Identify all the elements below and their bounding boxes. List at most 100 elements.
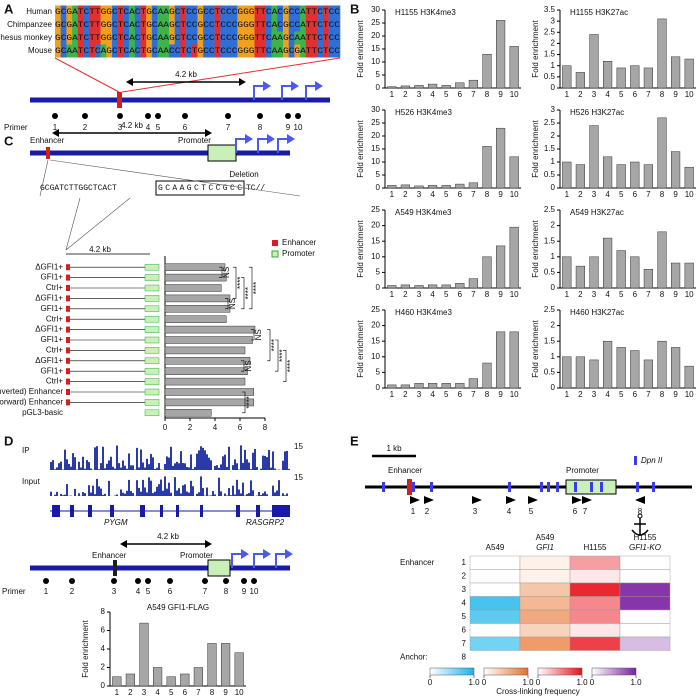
chart-title: A549 H3K4me3 — [395, 208, 452, 217]
base-cell — [163, 18, 170, 32]
base-cell — [146, 31, 153, 45]
base-cell — [220, 31, 227, 45]
signal — [288, 468, 290, 470]
bar — [427, 83, 438, 89]
promoter-box — [207, 559, 231, 577]
exon — [176, 505, 179, 517]
distance-label: 4.2 kb — [89, 245, 111, 254]
primer-dot — [225, 113, 231, 119]
heat-cell — [469, 569, 521, 584]
tss-arrow — [281, 85, 292, 100]
species-label: Human — [26, 7, 52, 16]
promoter-box — [144, 326, 160, 333]
colorbar — [429, 667, 475, 676]
base-cell — [300, 31, 307, 45]
signal — [78, 461, 80, 470]
x-tick-label: 8 — [485, 190, 490, 199]
base-cell — [265, 18, 272, 32]
y-tick-label: 0.5 — [544, 170, 556, 179]
bar — [616, 250, 626, 289]
enhancer-box — [66, 285, 70, 291]
base-cell — [305, 5, 312, 19]
signal — [220, 491, 222, 496]
column-label: H1155 — [634, 533, 658, 542]
y-tick-label: 20 — [371, 221, 380, 230]
primer-dot — [251, 578, 257, 584]
y-tick-label: 0.5 — [544, 268, 556, 277]
x-tick-label: 7 — [196, 688, 201, 697]
base-cell — [317, 18, 324, 32]
signal — [110, 456, 112, 470]
base-cell — [72, 18, 79, 32]
base-cell — [288, 31, 295, 45]
bar — [468, 79, 479, 89]
signal — [262, 455, 264, 470]
base-cell — [72, 31, 79, 45]
signal — [128, 453, 130, 470]
bar — [562, 256, 572, 289]
sequence: TC// — [246, 184, 265, 193]
gene-label: PYGM — [104, 518, 128, 527]
y-tick-label: 4 — [101, 644, 106, 653]
y-tick-label: 15 — [371, 44, 380, 53]
signal — [90, 492, 92, 496]
signal — [164, 476, 166, 496]
primer-label: 3 — [112, 587, 117, 596]
bar — [164, 357, 251, 365]
signal — [186, 491, 188, 496]
base-cell — [288, 44, 295, 58]
heat-cell — [569, 555, 621, 570]
x-tick-label: 10 — [510, 290, 519, 299]
tss-head — [267, 134, 275, 144]
site-swatch — [634, 456, 637, 465]
promoter-box — [144, 388, 160, 396]
chart-title: H1155 H3K27ac — [570, 8, 628, 17]
base-cell — [311, 44, 318, 58]
bar — [589, 34, 599, 89]
bar — [387, 185, 397, 189]
signal — [202, 447, 204, 470]
base-cell — [334, 31, 341, 45]
heat-cell — [469, 596, 521, 611]
x-tick-label: 10 — [510, 90, 519, 99]
signal — [234, 459, 236, 470]
row-group-label: Enhancer — [400, 558, 435, 567]
base-cell — [55, 44, 61, 58]
y-tick-label: 2.5 — [544, 118, 556, 127]
signal — [84, 493, 86, 496]
base-cell — [311, 18, 318, 32]
colorbar-tick-label: 1.0 — [630, 678, 642, 687]
track-label: Input — [22, 477, 41, 486]
tss-arrow — [253, 85, 264, 100]
y-tick-label: 30 — [371, 105, 380, 114]
signal — [136, 480, 138, 496]
base-cell — [334, 44, 341, 58]
enhancer-box — [66, 389, 70, 395]
x-tick-label: 1 — [565, 390, 570, 399]
signal — [142, 462, 144, 470]
y-tick-label: 15 — [371, 336, 380, 345]
bar — [589, 125, 599, 189]
bar — [643, 67, 654, 89]
x-tick-label: 5 — [444, 390, 449, 399]
y-tick-label: 6 — [101, 626, 106, 635]
signal — [242, 462, 244, 470]
y-tick-label: 10 — [371, 57, 380, 66]
primer-label: 3 — [473, 507, 478, 516]
x-tick-label: 6 — [238, 423, 243, 432]
signal — [108, 480, 110, 496]
signal — [184, 463, 186, 470]
base-cell — [265, 5, 272, 19]
row-label: 4 — [462, 598, 467, 607]
signal — [198, 492, 200, 496]
signal — [156, 486, 158, 496]
bar — [427, 185, 438, 189]
bar — [509, 226, 519, 289]
signal — [204, 450, 206, 470]
y-tick-label: 1 — [551, 252, 556, 261]
base-cell — [151, 18, 158, 32]
base-cell — [226, 18, 232, 32]
signal — [190, 454, 192, 470]
y-axis-label: Fold enrichment — [356, 220, 365, 278]
base-cell — [197, 5, 204, 19]
